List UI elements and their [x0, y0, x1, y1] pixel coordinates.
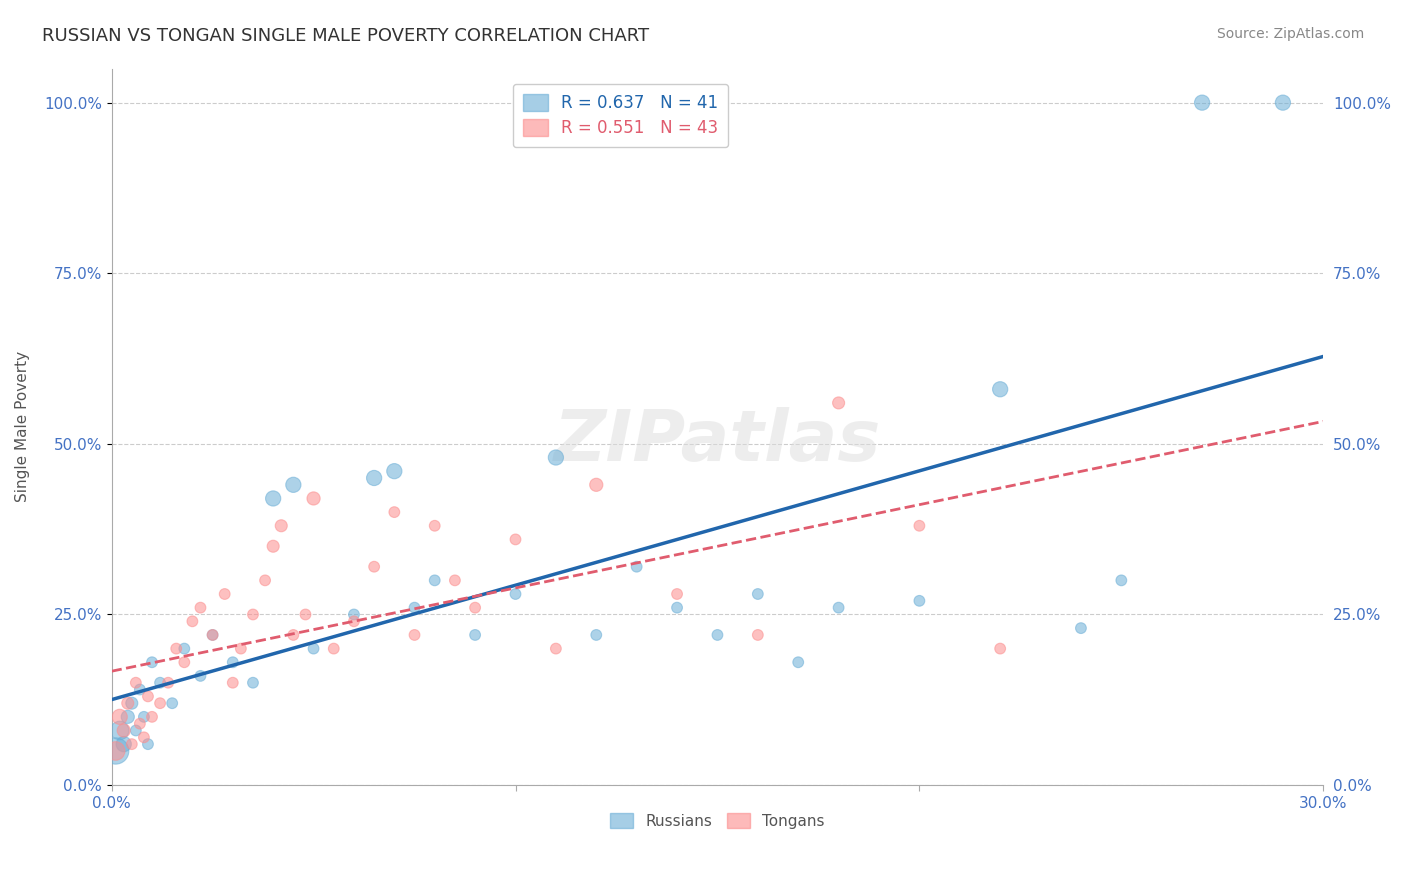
Point: [294, 607, 316, 622]
Point: [149, 696, 172, 710]
Point: [108, 723, 131, 738]
Y-axis label: Single Male Poverty: Single Male Poverty: [15, 351, 30, 502]
Point: [117, 696, 139, 710]
Point: [302, 491, 325, 506]
Point: [128, 716, 150, 731]
Point: [112, 723, 135, 738]
Point: [706, 628, 728, 642]
Point: [626, 559, 648, 574]
Point: [104, 744, 127, 758]
Point: [505, 587, 527, 601]
Point: [423, 518, 446, 533]
Point: [1111, 574, 1133, 588]
Point: [302, 641, 325, 656]
Point: [464, 600, 486, 615]
Point: [908, 594, 931, 608]
Point: [229, 641, 252, 656]
Point: [181, 615, 204, 629]
Point: [128, 682, 150, 697]
Point: [242, 607, 264, 622]
Point: [666, 600, 689, 615]
Point: [343, 607, 366, 622]
Point: [283, 628, 305, 642]
Point: [585, 628, 607, 642]
Point: [125, 723, 148, 738]
Point: [363, 559, 385, 574]
Point: [444, 574, 467, 588]
Point: [382, 464, 405, 478]
Point: [283, 478, 305, 492]
Point: [141, 655, 163, 669]
Point: [201, 628, 224, 642]
Point: [262, 491, 284, 506]
Point: [827, 600, 849, 615]
Point: [1271, 95, 1294, 110]
Point: [544, 641, 567, 656]
Point: [404, 628, 426, 642]
Point: [254, 574, 277, 588]
Point: [787, 655, 810, 669]
Point: [343, 615, 366, 629]
Point: [242, 675, 264, 690]
Point: [505, 533, 527, 547]
Point: [112, 737, 135, 751]
Point: [201, 628, 224, 642]
Point: [190, 600, 212, 615]
Point: [363, 471, 385, 485]
Point: [132, 731, 155, 745]
Point: [404, 600, 426, 615]
Point: [108, 710, 131, 724]
Point: [136, 737, 159, 751]
Point: [666, 587, 689, 601]
Point: [747, 628, 769, 642]
Point: [988, 382, 1011, 396]
Point: [214, 587, 236, 601]
Point: [262, 539, 284, 553]
Point: [322, 641, 344, 656]
Point: [125, 675, 148, 690]
Point: [165, 641, 187, 656]
Point: [121, 737, 143, 751]
Point: [104, 744, 127, 758]
Point: [585, 478, 607, 492]
Point: [222, 675, 245, 690]
Point: [827, 396, 849, 410]
Point: [222, 655, 245, 669]
Point: [747, 587, 769, 601]
Point: [908, 518, 931, 533]
Point: [190, 669, 212, 683]
Point: [121, 696, 143, 710]
Text: Source: ZipAtlas.com: Source: ZipAtlas.com: [1216, 27, 1364, 41]
Point: [1191, 95, 1213, 110]
Point: [136, 690, 159, 704]
Point: [988, 641, 1011, 656]
Point: [141, 710, 163, 724]
Point: [173, 641, 195, 656]
Text: ZIPatlas: ZIPatlas: [554, 407, 882, 475]
Point: [149, 675, 172, 690]
Legend: Russians, Tongans: Russians, Tongans: [603, 806, 831, 835]
Text: RUSSIAN VS TONGAN SINGLE MALE POVERTY CORRELATION CHART: RUSSIAN VS TONGAN SINGLE MALE POVERTY CO…: [42, 27, 650, 45]
Point: [160, 696, 183, 710]
Point: [270, 518, 292, 533]
Point: [173, 655, 195, 669]
Point: [132, 710, 155, 724]
Point: [382, 505, 405, 519]
Point: [117, 710, 139, 724]
Point: [544, 450, 567, 465]
Point: [464, 628, 486, 642]
Point: [1070, 621, 1092, 635]
Point: [423, 574, 446, 588]
Point: [157, 675, 180, 690]
